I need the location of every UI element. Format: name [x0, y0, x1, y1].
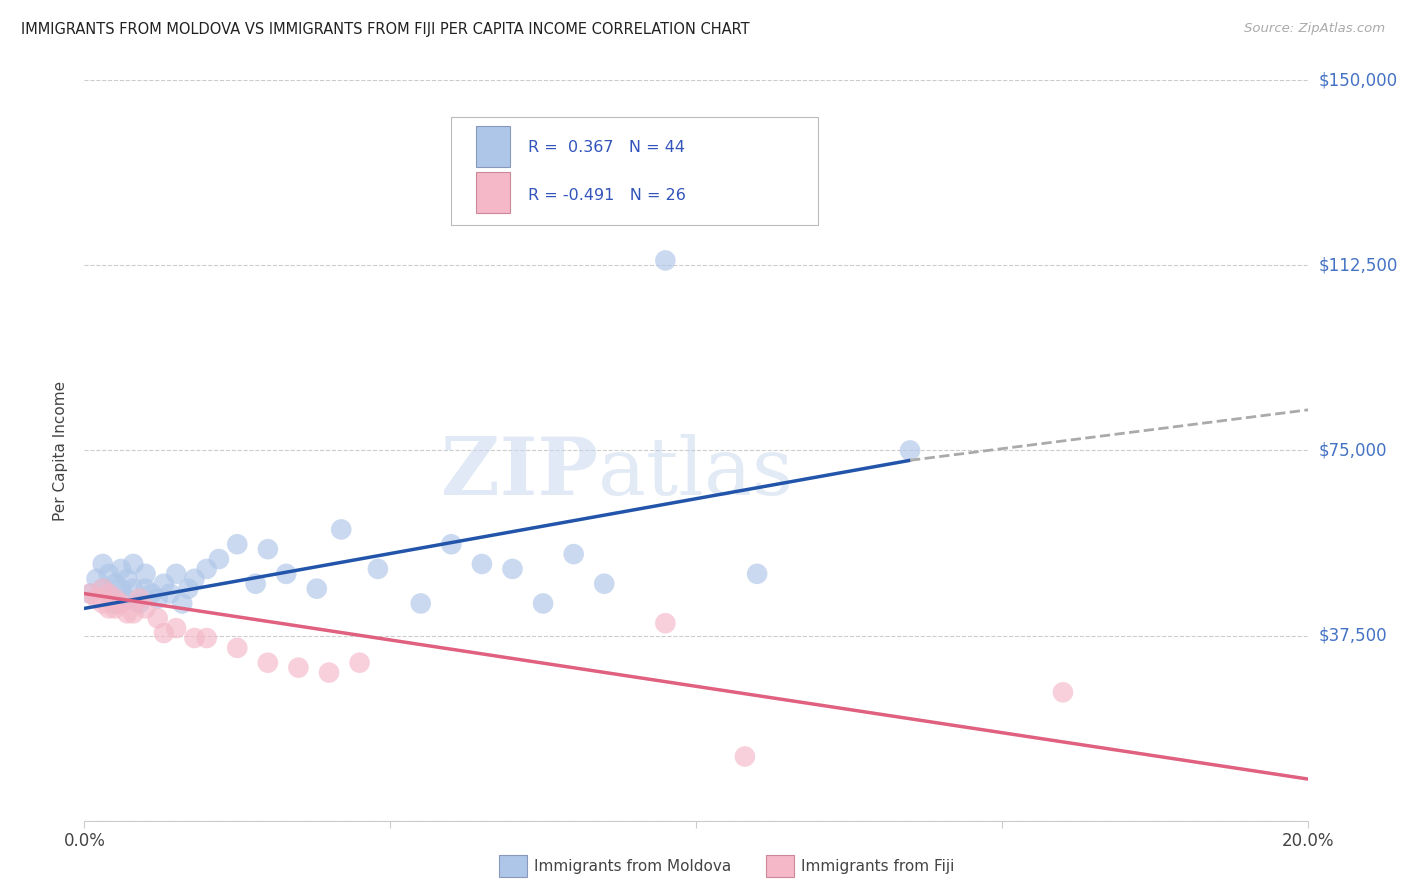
Point: [97, 601, 120, 615]
Point: [153, 626, 176, 640]
Point: [898, 443, 921, 458]
Point: [183, 631, 205, 645]
Point: [153, 576, 176, 591]
Text: Immigrants from Moldova: Immigrants from Moldova: [534, 859, 731, 873]
Text: $37,500: $37,500: [1319, 626, 1388, 645]
Point: [146, 591, 169, 606]
Point: [165, 621, 187, 635]
Point: [177, 582, 200, 596]
Point: [110, 562, 132, 576]
Point: [257, 656, 280, 670]
Point: [276, 566, 298, 581]
Text: atlas: atlas: [598, 434, 793, 512]
Text: Immigrants from Fiji: Immigrants from Fiji: [801, 859, 955, 873]
FancyBboxPatch shape: [451, 118, 818, 225]
Point: [531, 597, 554, 611]
Point: [409, 597, 432, 611]
Point: [79, 586, 101, 600]
Point: [104, 597, 127, 611]
Point: [128, 597, 150, 611]
Text: $150,000: $150,000: [1319, 71, 1398, 89]
Point: [471, 557, 494, 571]
FancyBboxPatch shape: [475, 172, 510, 213]
Point: [86, 591, 108, 606]
Point: [141, 586, 163, 600]
Text: R =  0.367   N = 44: R = 0.367 N = 44: [529, 140, 685, 155]
Point: [226, 640, 249, 655]
Point: [287, 660, 309, 674]
Point: [115, 607, 138, 621]
Point: [97, 586, 120, 600]
Point: [195, 631, 218, 645]
Point: [245, 576, 267, 591]
Point: [226, 537, 249, 551]
Point: [165, 566, 187, 581]
Point: [135, 566, 157, 581]
Text: $75,000: $75,000: [1319, 442, 1388, 459]
Point: [115, 591, 138, 606]
Text: Source: ZipAtlas.com: Source: ZipAtlas.com: [1244, 22, 1385, 36]
Point: [135, 582, 157, 596]
Point: [257, 542, 280, 557]
Point: [562, 547, 585, 561]
Point: [135, 601, 157, 615]
Point: [91, 557, 114, 571]
Point: [79, 586, 101, 600]
Point: [349, 656, 371, 670]
Point: [305, 582, 328, 596]
Text: ZIP: ZIP: [441, 434, 598, 512]
Point: [110, 597, 132, 611]
Point: [122, 557, 145, 571]
Point: [128, 591, 150, 606]
Point: [734, 749, 756, 764]
Point: [172, 597, 194, 611]
Point: [91, 582, 114, 596]
Point: [183, 572, 205, 586]
Point: [440, 537, 463, 551]
Text: IMMIGRANTS FROM MOLDOVA VS IMMIGRANTS FROM FIJI PER CAPITA INCOME CORRELATION CH: IMMIGRANTS FROM MOLDOVA VS IMMIGRANTS FR…: [21, 22, 749, 37]
Point: [86, 572, 108, 586]
FancyBboxPatch shape: [475, 127, 510, 167]
Point: [104, 591, 127, 606]
Point: [654, 616, 676, 631]
Point: [159, 586, 181, 600]
Point: [115, 572, 138, 586]
Point: [91, 597, 114, 611]
Point: [122, 582, 145, 596]
Text: R = -0.491   N = 26: R = -0.491 N = 26: [529, 188, 686, 203]
Text: $112,500: $112,500: [1319, 256, 1398, 275]
Point: [110, 582, 132, 596]
Point: [654, 253, 676, 268]
Point: [318, 665, 340, 680]
Point: [104, 601, 127, 615]
Point: [747, 566, 769, 581]
Point: [330, 523, 353, 537]
Point: [195, 562, 218, 576]
Point: [502, 562, 524, 576]
Y-axis label: Per Capita Income: Per Capita Income: [53, 380, 69, 521]
Point: [1052, 685, 1074, 699]
Point: [367, 562, 389, 576]
Point: [146, 611, 169, 625]
Point: [91, 582, 114, 596]
Point: [593, 576, 616, 591]
Point: [208, 552, 231, 566]
Point: [122, 607, 145, 621]
Point: [97, 566, 120, 581]
Point: [104, 576, 127, 591]
Point: [97, 586, 120, 600]
